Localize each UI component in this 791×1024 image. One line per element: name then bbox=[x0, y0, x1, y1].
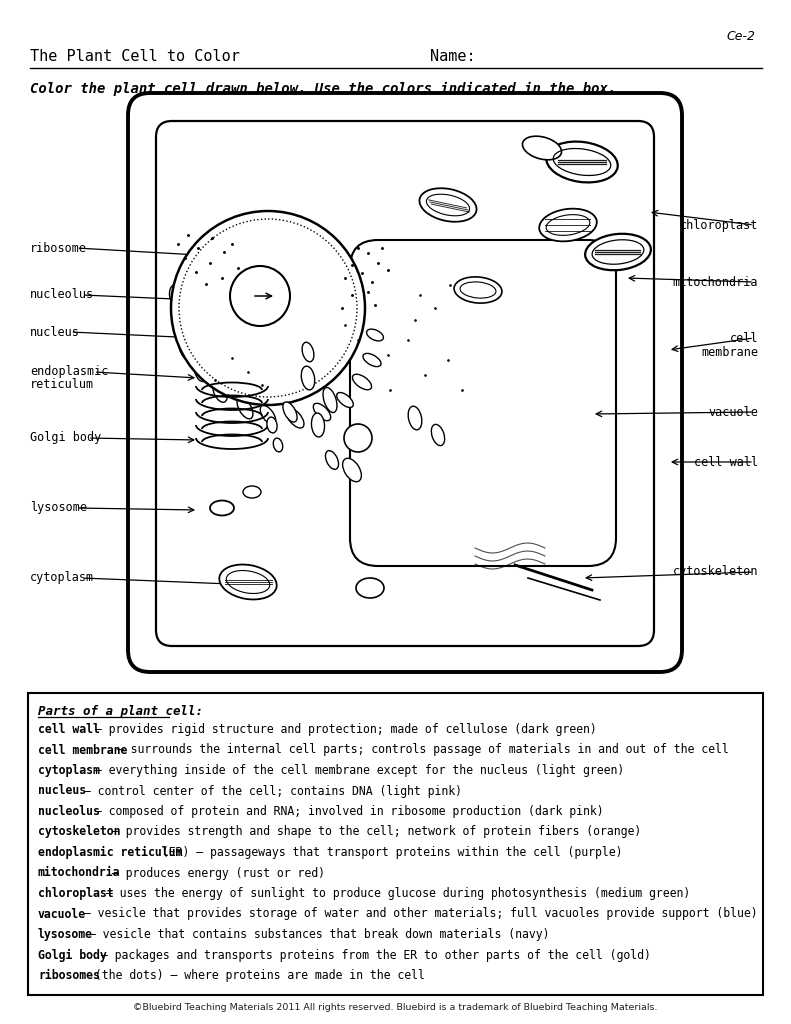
Ellipse shape bbox=[301, 367, 315, 390]
Ellipse shape bbox=[547, 141, 618, 182]
Text: – produces energy (rust or red): – produces energy (rust or red) bbox=[104, 866, 324, 880]
Text: membrane: membrane bbox=[701, 345, 758, 358]
Text: nucleus: nucleus bbox=[30, 326, 80, 339]
Text: endoplasmic reticulum: endoplasmic reticulum bbox=[38, 846, 183, 859]
Ellipse shape bbox=[366, 329, 384, 341]
Text: cell wall: cell wall bbox=[38, 723, 100, 736]
Ellipse shape bbox=[175, 311, 185, 329]
Text: cell membrane: cell membrane bbox=[38, 743, 127, 757]
Ellipse shape bbox=[267, 417, 277, 433]
Ellipse shape bbox=[179, 337, 191, 358]
Text: – control center of the cell; contains DNA (light pink): – control center of the cell; contains D… bbox=[77, 784, 462, 798]
Ellipse shape bbox=[260, 406, 276, 425]
Text: – surrounds the internal cell parts; controls passage of materials in and out of: – surrounds the internal cell parts; con… bbox=[110, 743, 729, 757]
Text: – everything inside of the cell membrane except for the nucleus (light green): – everything inside of the cell membrane… bbox=[88, 764, 624, 777]
Ellipse shape bbox=[363, 353, 381, 367]
Text: nucleolus: nucleolus bbox=[38, 805, 100, 818]
Text: nucleus: nucleus bbox=[38, 784, 86, 798]
Ellipse shape bbox=[419, 188, 476, 222]
Text: – composed of protein and RNA; involved in ribosome production (dark pink): – composed of protein and RNA; involved … bbox=[88, 805, 604, 818]
Text: vacuole: vacuole bbox=[38, 907, 86, 921]
Text: – vesicle that provides storage of water and other materials; full vacuoles prov: – vesicle that provides storage of water… bbox=[77, 907, 758, 921]
Text: The Plant Cell to Color: The Plant Cell to Color bbox=[30, 49, 240, 63]
Ellipse shape bbox=[585, 233, 651, 270]
Ellipse shape bbox=[408, 407, 422, 430]
FancyBboxPatch shape bbox=[28, 693, 763, 995]
Text: – provides strength and shape to the cell; network of protein fibers (orange): – provides strength and shape to the cel… bbox=[104, 825, 641, 839]
Ellipse shape bbox=[219, 564, 277, 599]
Text: cytoplasm: cytoplasm bbox=[30, 571, 94, 585]
Text: Golgi body: Golgi body bbox=[38, 948, 107, 962]
Ellipse shape bbox=[237, 397, 253, 419]
Text: chloroplast: chloroplast bbox=[38, 887, 114, 900]
Text: – uses the energy of sunlight to produce glucose during photosynthesis (medium g: – uses the energy of sunlight to produce… bbox=[99, 887, 691, 900]
Ellipse shape bbox=[353, 374, 372, 390]
Ellipse shape bbox=[210, 501, 234, 515]
Text: ribosome: ribosome bbox=[30, 242, 87, 255]
Text: ©Bluebird Teaching Materials 2011 All rights reserved. Bluebird is a trademark o: ©Bluebird Teaching Materials 2011 All ri… bbox=[133, 1002, 657, 1012]
Text: ribosomes: ribosomes bbox=[38, 969, 100, 982]
Ellipse shape bbox=[302, 342, 314, 361]
Ellipse shape bbox=[283, 402, 297, 422]
Text: lysosome: lysosome bbox=[38, 928, 93, 941]
Text: Ce-2: Ce-2 bbox=[726, 30, 755, 43]
Ellipse shape bbox=[312, 413, 324, 437]
Ellipse shape bbox=[274, 438, 282, 452]
Circle shape bbox=[230, 266, 290, 326]
Text: endoplasmic: endoplasmic bbox=[30, 366, 108, 379]
Ellipse shape bbox=[323, 387, 337, 413]
Text: Parts of a plant cell:: Parts of a plant cell: bbox=[38, 705, 203, 718]
Text: mitochondria: mitochondria bbox=[672, 275, 758, 289]
Text: (the dots) – where proteins are made in the cell: (the dots) – where proteins are made in … bbox=[88, 969, 425, 982]
Ellipse shape bbox=[213, 382, 227, 402]
Ellipse shape bbox=[243, 486, 261, 498]
FancyBboxPatch shape bbox=[156, 121, 654, 646]
Text: reticulum: reticulum bbox=[30, 379, 94, 391]
Ellipse shape bbox=[337, 392, 354, 408]
Text: (ER) – passageways that transport proteins within the cell (purple): (ER) – passageways that transport protei… bbox=[154, 846, 622, 859]
Text: lysosome: lysosome bbox=[30, 502, 87, 514]
Text: Golgi body: Golgi body bbox=[30, 431, 101, 444]
Ellipse shape bbox=[454, 276, 502, 303]
FancyBboxPatch shape bbox=[350, 240, 616, 566]
Text: cytoplasm: cytoplasm bbox=[38, 764, 100, 777]
Text: – packages and transports proteins from the ER to other parts of the cell (gold): – packages and transports proteins from … bbox=[93, 948, 650, 962]
Ellipse shape bbox=[313, 403, 331, 421]
Ellipse shape bbox=[343, 459, 361, 481]
Text: – provides rigid structure and protection; made of cellulose (dark green): – provides rigid structure and protectio… bbox=[88, 723, 596, 736]
Text: cell wall: cell wall bbox=[694, 456, 758, 469]
Ellipse shape bbox=[325, 451, 339, 469]
Text: vacuole: vacuole bbox=[708, 406, 758, 419]
Text: nucleolus: nucleolus bbox=[30, 289, 94, 301]
Text: Color the plant cell drawn below. Use the colors indicated in the box.: Color the plant cell drawn below. Use th… bbox=[30, 82, 616, 96]
FancyBboxPatch shape bbox=[128, 93, 682, 672]
Ellipse shape bbox=[194, 362, 206, 382]
Ellipse shape bbox=[286, 408, 304, 428]
Text: mitochondria: mitochondria bbox=[38, 866, 120, 880]
Circle shape bbox=[344, 424, 372, 452]
Text: Name:: Name: bbox=[430, 49, 475, 63]
Ellipse shape bbox=[356, 578, 384, 598]
Ellipse shape bbox=[169, 285, 180, 305]
Ellipse shape bbox=[523, 136, 562, 160]
Text: – vesicle that contains substances that break down materials (navy): – vesicle that contains substances that … bbox=[82, 928, 550, 941]
Text: chloroplast: chloroplast bbox=[679, 218, 758, 231]
Ellipse shape bbox=[539, 209, 596, 242]
Text: cytoskeleton: cytoskeleton bbox=[672, 565, 758, 579]
Text: cell: cell bbox=[729, 332, 758, 344]
Text: cytoskeleton: cytoskeleton bbox=[38, 825, 120, 839]
Circle shape bbox=[171, 211, 365, 406]
Ellipse shape bbox=[431, 424, 445, 445]
